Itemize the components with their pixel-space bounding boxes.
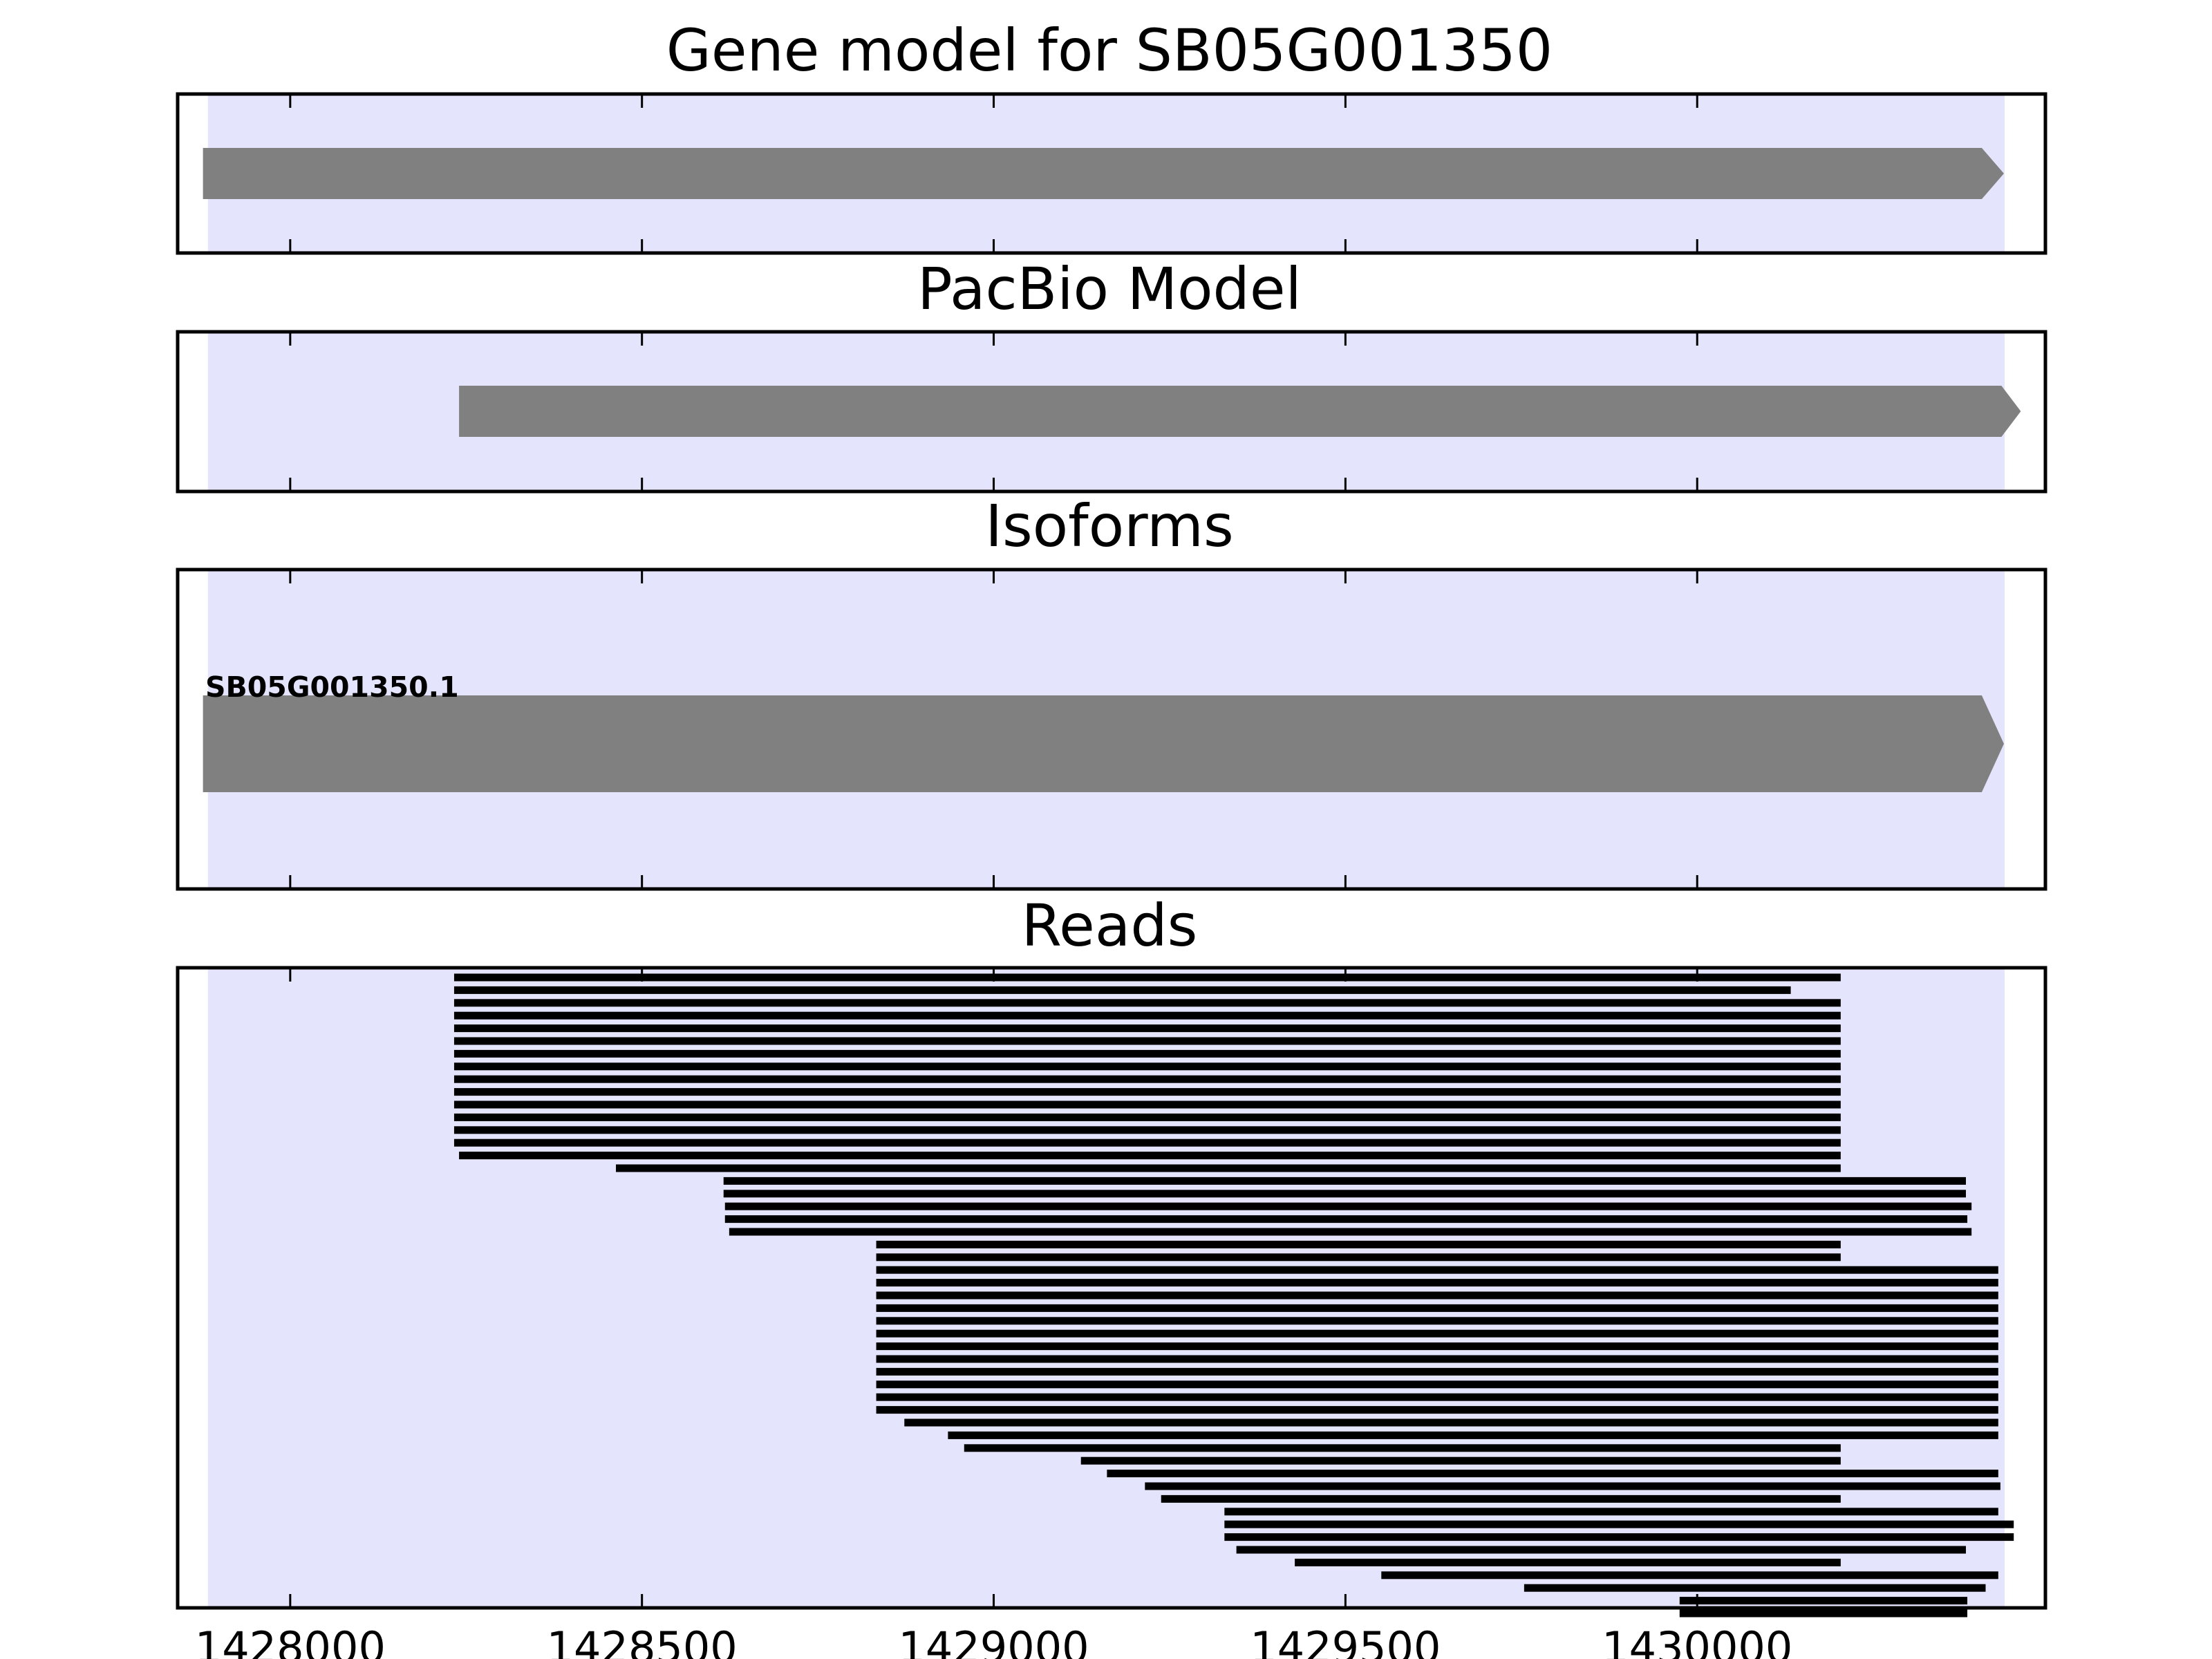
read-bar xyxy=(1295,1558,1841,1566)
read-bar xyxy=(876,1266,1998,1274)
read-bar xyxy=(876,1406,1998,1414)
panel-gene-model xyxy=(176,92,2047,255)
read-bar xyxy=(453,986,1791,994)
read-bar xyxy=(724,1215,1968,1224)
read-bar xyxy=(876,1380,1998,1389)
read-bar xyxy=(1107,1470,1998,1478)
read-bar xyxy=(459,1152,1841,1160)
panel-frame xyxy=(176,92,2047,255)
title-gene-model: Gene model for SB05G001350 xyxy=(666,17,1553,84)
title-reads: Reads xyxy=(1022,892,1198,959)
x-tick-label: 1430000 xyxy=(1602,1622,1792,1659)
read-bar xyxy=(948,1431,1998,1439)
read-bar xyxy=(876,1329,1998,1338)
feature-arrow xyxy=(203,695,2004,792)
feature-arrow xyxy=(203,148,2004,199)
panel-pacbio-model xyxy=(176,330,2047,494)
read-bar xyxy=(1161,1494,1841,1503)
read-bar xyxy=(729,1228,1972,1236)
title-pacbio-model: PacBio Model xyxy=(917,255,1302,323)
read-bar xyxy=(1224,1533,2014,1541)
x-tick-label: 1429500 xyxy=(1250,1622,1441,1659)
x-tick-label: 1428000 xyxy=(195,1622,386,1659)
x-tick-label: 1429000 xyxy=(898,1622,1089,1659)
panel-reads xyxy=(176,966,2047,1618)
x-tick-label: 1428500 xyxy=(547,1622,738,1659)
read-bar xyxy=(1524,1584,1986,1592)
read-bar xyxy=(453,1062,1841,1071)
isoform-label: SB05G001350.1 xyxy=(205,671,459,704)
read-bar xyxy=(876,1240,1841,1248)
panel-isoforms: SB05G001350.1 xyxy=(176,568,2047,891)
read-bar xyxy=(876,1317,1998,1325)
title-isoforms: Isoforms xyxy=(985,492,1234,560)
read-bar xyxy=(453,1011,1841,1020)
read-bar xyxy=(453,973,1841,982)
read-bar xyxy=(876,1342,1998,1351)
read-bar xyxy=(1145,1482,2000,1490)
read-bar xyxy=(453,1037,1841,1045)
read-bar xyxy=(904,1418,1998,1427)
read-bar xyxy=(724,1202,1972,1210)
read-bar xyxy=(876,1367,1998,1376)
read-bar xyxy=(876,1355,1998,1363)
feature-arrow xyxy=(459,386,2021,437)
read-bar xyxy=(723,1177,1966,1185)
read-bar xyxy=(876,1279,1998,1287)
read-bar xyxy=(453,1126,1841,1134)
read-bar xyxy=(453,1075,1841,1083)
read-bar xyxy=(1080,1456,1841,1465)
panel-frame xyxy=(176,330,2047,494)
panel-frame xyxy=(176,568,2047,891)
read-bar xyxy=(453,1088,1841,1096)
read-bar xyxy=(876,1253,1841,1262)
read-bar xyxy=(723,1190,1966,1198)
read-bar xyxy=(964,1444,1841,1452)
read-bar xyxy=(1224,1508,1998,1516)
read-bar xyxy=(1679,1609,1968,1618)
read-bar xyxy=(453,999,1841,1007)
read-bar xyxy=(453,1113,1841,1121)
read-bar xyxy=(1236,1546,1966,1554)
read-bar xyxy=(876,1393,1998,1401)
read-bar xyxy=(453,1049,1841,1058)
read-bar xyxy=(1224,1520,2014,1528)
read-bar xyxy=(1679,1597,1968,1605)
read-bar xyxy=(453,1100,1841,1109)
read-bar xyxy=(1381,1571,1998,1580)
read-bar xyxy=(453,1138,1841,1147)
read-bar xyxy=(616,1164,1841,1172)
read-bar xyxy=(876,1291,1998,1300)
panel-frame xyxy=(176,966,2047,1610)
read-bar xyxy=(453,1024,1841,1033)
read-bar xyxy=(876,1304,1998,1312)
